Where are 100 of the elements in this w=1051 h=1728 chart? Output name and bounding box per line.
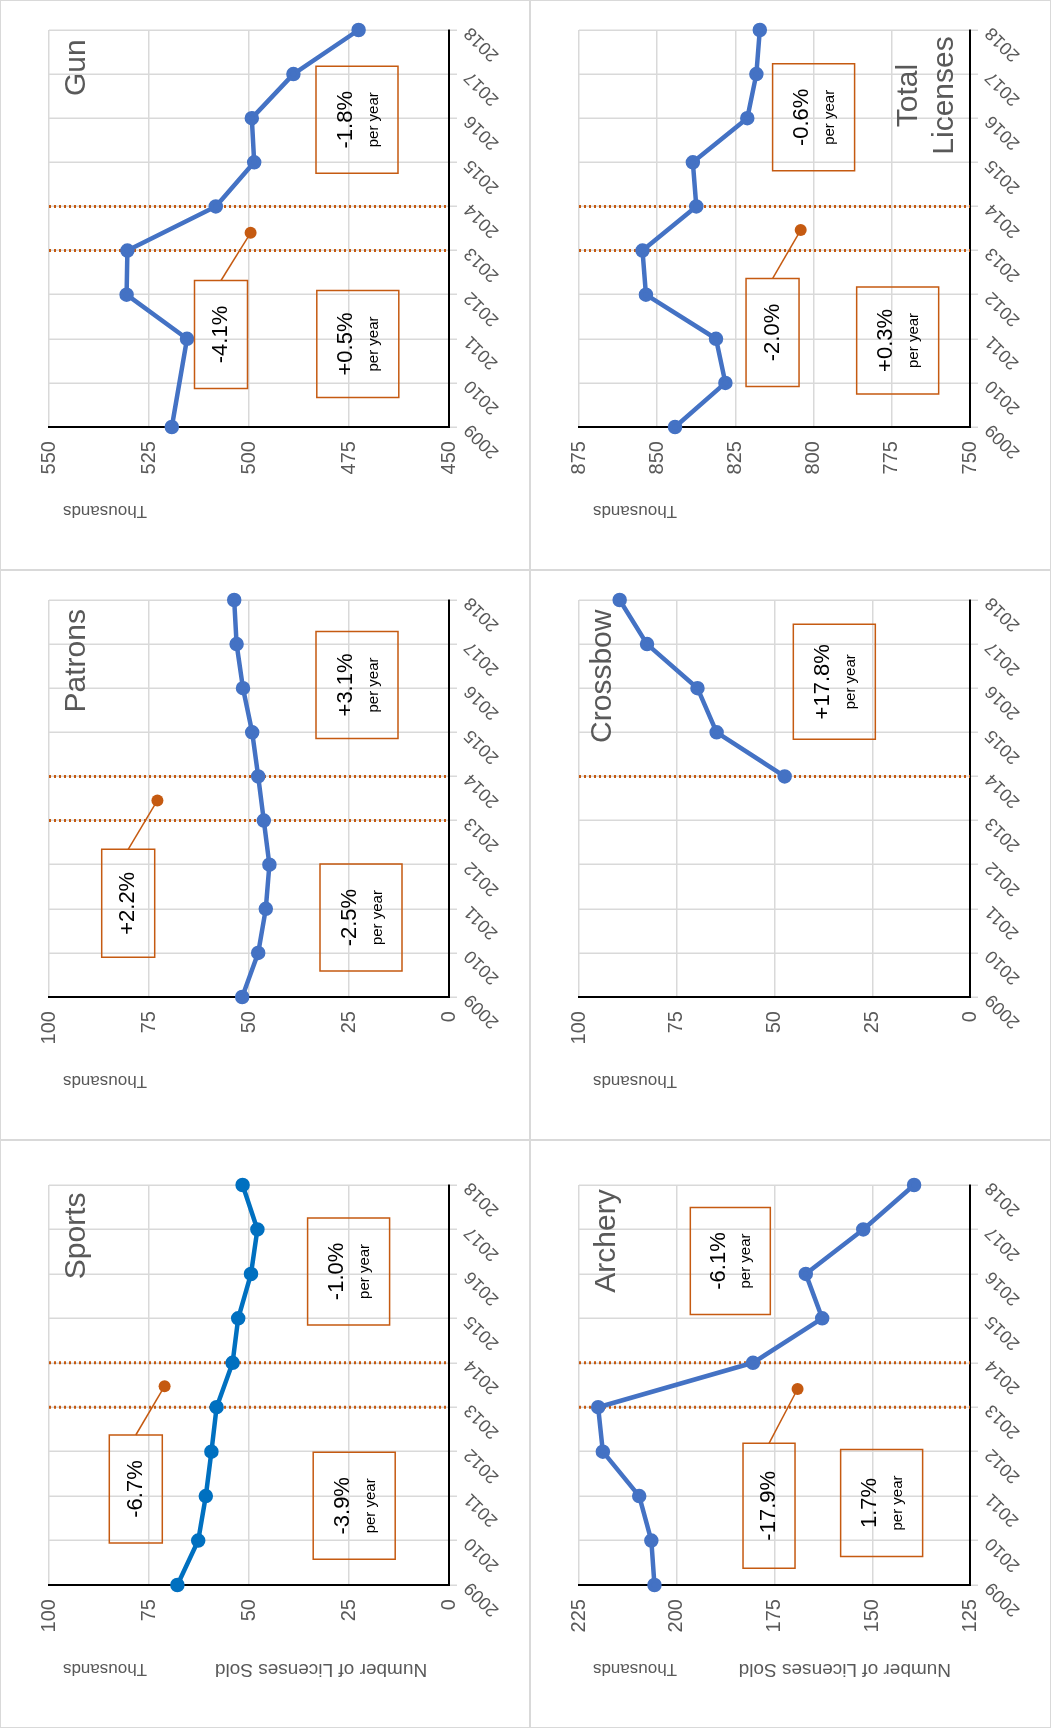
annotation: -6.1% per year	[705, 1232, 754, 1290]
x-tick-label: 800	[801, 441, 824, 475]
annotation: +0.5% per year	[332, 312, 382, 376]
annotation: +3.1% per year	[331, 653, 381, 717]
point	[685, 155, 701, 170]
point	[590, 1399, 606, 1415]
annotation: +17.8% per year	[808, 644, 858, 720]
point	[906, 1177, 922, 1193]
annotation: -17.9%	[755, 1470, 781, 1541]
point	[856, 1222, 871, 1237]
point	[638, 287, 654, 302]
point	[256, 813, 272, 828]
point	[709, 725, 724, 740]
text: Patrons	[58, 609, 92, 713]
x-tick-label: 100	[36, 1599, 59, 1633]
annotation: -1.0% per year	[323, 1242, 373, 1301]
point	[798, 1266, 814, 1282]
point	[209, 1399, 224, 1415]
point	[752, 22, 768, 38]
x-tick-label: 225	[566, 1599, 589, 1633]
point	[647, 1577, 662, 1593]
point	[250, 769, 266, 784]
point	[198, 1488, 214, 1504]
text: Thousands	[592, 1660, 678, 1680]
x-tick-label: 850	[644, 441, 667, 475]
point	[179, 331, 195, 347]
annotation: +0.3% per year	[872, 308, 922, 372]
x-axis-title: Number of Licenses Sold	[214, 1659, 428, 1681]
point	[229, 636, 244, 652]
point	[286, 66, 301, 82]
text: Crossbow	[583, 609, 617, 743]
point	[250, 1222, 265, 1237]
x-tick-label: 475	[336, 441, 359, 475]
point	[119, 287, 134, 302]
text: Thousands	[62, 502, 148, 522]
point	[635, 243, 650, 258]
annotation: +2.2%	[114, 871, 140, 935]
annotation: -1.8% per year	[331, 90, 381, 149]
x-tick-label: 150	[859, 1599, 882, 1633]
point	[644, 1533, 659, 1548]
text: Total Licenses	[890, 36, 960, 155]
point	[667, 419, 683, 435]
point	[235, 1177, 250, 1193]
point	[164, 419, 180, 435]
x-tick-label: 0	[436, 1599, 459, 1611]
point	[120, 243, 135, 258]
point	[170, 1577, 185, 1593]
x-tick-label: 75	[136, 1011, 159, 1034]
point	[690, 680, 705, 696]
x-tick-label: 200	[664, 1599, 687, 1633]
point	[708, 331, 724, 347]
x-tick-label: 175	[762, 1599, 785, 1633]
annotation: -4.1%	[207, 305, 233, 364]
point	[262, 857, 277, 872]
point	[234, 989, 250, 1005]
x-tick-label: 50	[762, 1011, 785, 1034]
point	[777, 769, 792, 784]
x-tick-label: 50	[236, 1599, 259, 1622]
point	[246, 155, 262, 170]
x-tick-label: 0	[436, 1011, 459, 1023]
point	[244, 725, 260, 740]
text: Gun	[58, 39, 92, 97]
x-tick-label: 75	[136, 1599, 159, 1622]
x-tick-label: 75	[664, 1011, 687, 1034]
point	[351, 22, 366, 38]
point	[689, 199, 704, 214]
x-tick-label: 450	[436, 441, 459, 475]
x-tick-label: 500	[236, 441, 259, 475]
annotation: -2.5% per year	[335, 888, 385, 947]
x-tick-label: 25	[336, 1011, 359, 1034]
point	[814, 1311, 830, 1326]
point	[230, 1311, 246, 1326]
point	[595, 1444, 611, 1459]
point	[631, 1488, 647, 1504]
x-tick-label: 750	[957, 441, 980, 475]
point	[208, 199, 224, 214]
text: Thousands	[592, 1072, 678, 1092]
point	[740, 110, 755, 126]
point	[250, 945, 266, 961]
text: Thousands	[62, 1072, 148, 1092]
text: Thousands	[592, 502, 678, 522]
x-tick-label: 775	[879, 441, 902, 475]
x-tick-label: 875	[566, 441, 589, 475]
point	[225, 1355, 240, 1371]
text: Thousands	[62, 1660, 148, 1680]
point	[258, 901, 274, 917]
point	[612, 592, 627, 608]
x-tick-label: 50	[236, 1011, 259, 1034]
point	[718, 375, 733, 391]
annotation: -2.0%	[758, 303, 784, 362]
annotation: -6.7%	[121, 1460, 147, 1518]
text: Archery	[587, 1189, 621, 1293]
x-axis-title: Number of Licenses Sold	[738, 1659, 952, 1681]
x-tick-label: 100	[566, 1011, 589, 1045]
annotation: 1.7% per year	[856, 1475, 906, 1531]
annotation: -0.6% per year	[788, 88, 838, 147]
point	[749, 66, 764, 82]
point	[226, 592, 242, 608]
point	[235, 680, 251, 696]
x-tick-label: 550	[36, 441, 59, 475]
